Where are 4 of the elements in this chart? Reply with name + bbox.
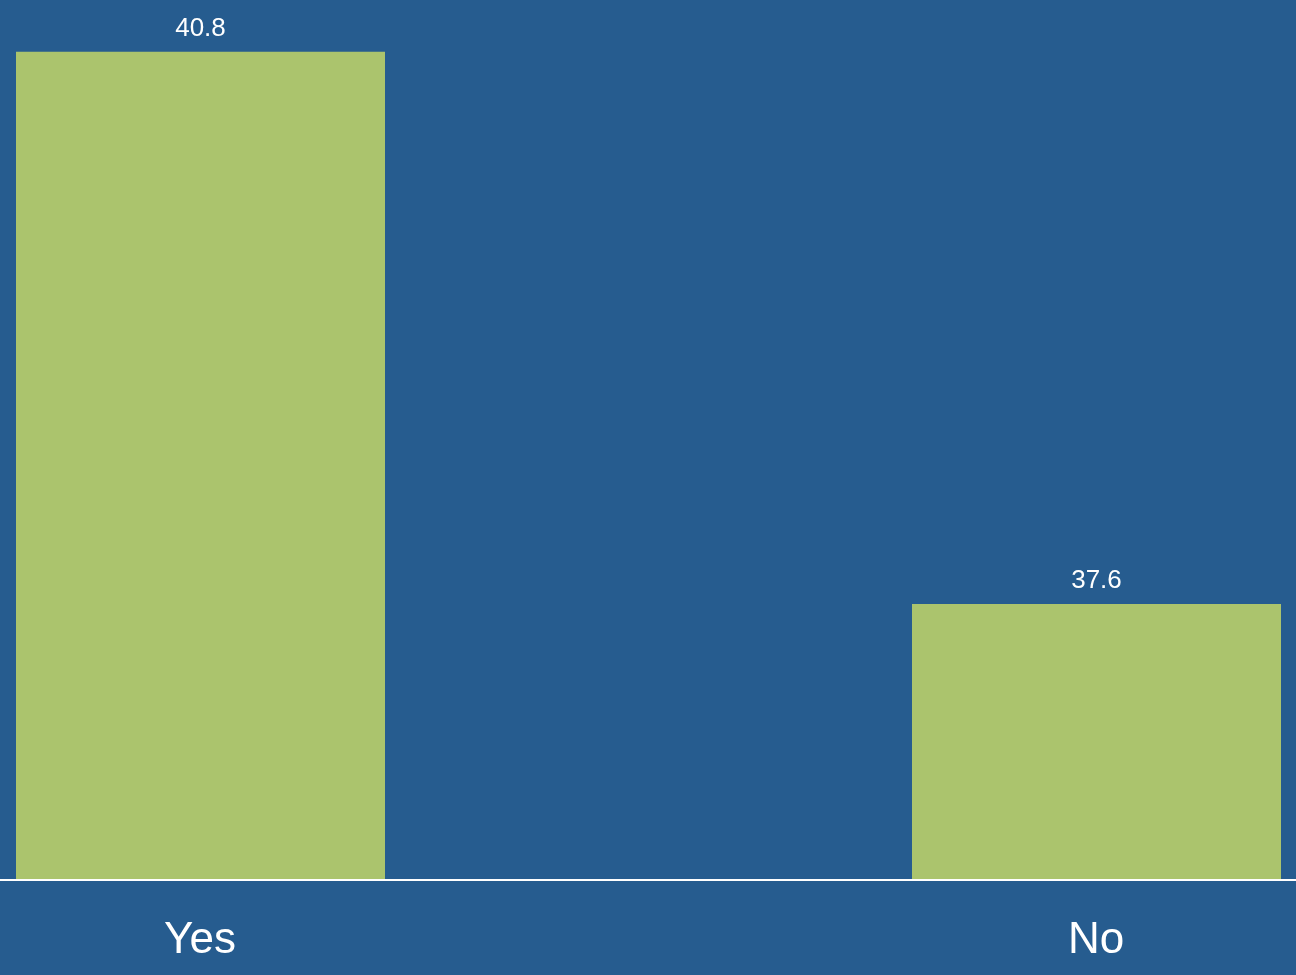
x-tick-label: Yes	[164, 913, 236, 963]
x-tick-label: No	[1067, 913, 1125, 963]
data-label: 40.8	[175, 11, 226, 42]
data-label: 37.6	[1071, 563, 1122, 594]
